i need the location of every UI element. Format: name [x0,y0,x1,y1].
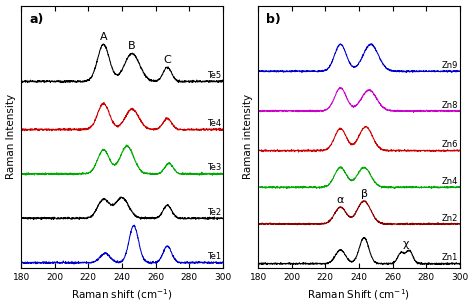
Text: β: β [361,189,367,199]
Y-axis label: Raman Intensity: Raman Intensity [6,94,16,180]
Text: Te4: Te4 [207,119,221,128]
Text: b): b) [266,14,281,26]
Text: χ: χ [403,239,409,249]
Text: B: B [128,41,136,51]
Text: C: C [164,55,171,65]
Text: Te5: Te5 [207,71,221,80]
Text: Zn8: Zn8 [442,101,458,110]
Text: Zn1: Zn1 [442,253,458,262]
Text: Zn2: Zn2 [442,214,458,223]
Text: Te3: Te3 [207,164,221,172]
Text: Te2: Te2 [207,208,221,217]
Text: Zn4: Zn4 [442,177,458,186]
Text: a): a) [29,14,44,26]
Text: Zn6: Zn6 [442,140,458,149]
X-axis label: Raman Shift (cm$^{-1}$): Raman Shift (cm$^{-1}$) [308,288,410,302]
X-axis label: Raman shift (cm$^{-1}$): Raman shift (cm$^{-1}$) [71,288,173,302]
Text: Zn9: Zn9 [442,61,458,70]
Text: α: α [337,195,344,205]
Text: A: A [100,32,107,42]
Text: Te1: Te1 [207,252,221,261]
Y-axis label: Raman intensity: Raman intensity [243,94,253,180]
